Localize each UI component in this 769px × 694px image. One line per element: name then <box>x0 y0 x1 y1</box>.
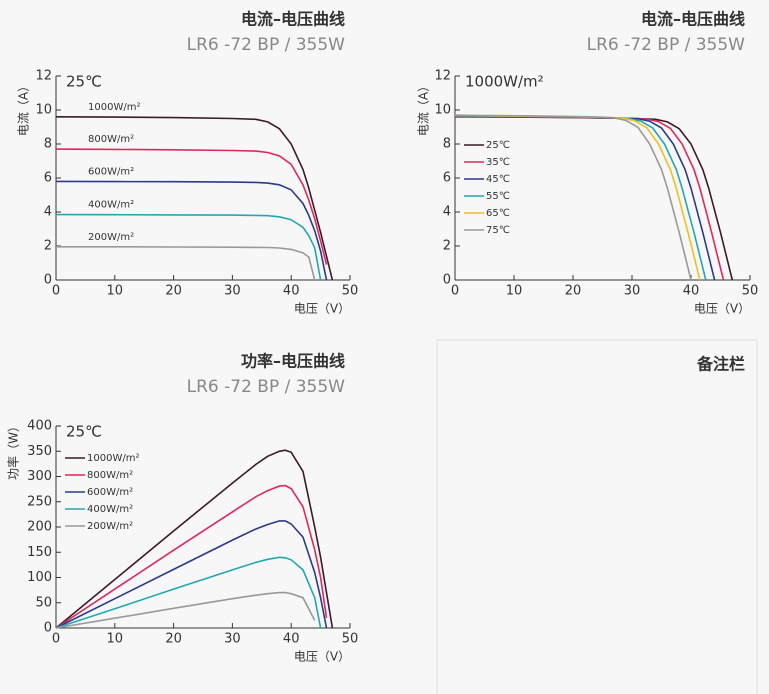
y-tick-label: 4 <box>44 205 52 220</box>
notes-box <box>436 339 758 694</box>
x-tick-label: 40 <box>283 284 300 299</box>
x-tick-label: 10 <box>107 284 124 299</box>
y-tick-label: 100 <box>27 570 52 585</box>
series-line <box>55 591 316 629</box>
notes-title: 备注栏 <box>696 355 745 374</box>
y-tick-label: 2 <box>443 239 451 254</box>
y-tick-label: 0 <box>44 273 52 288</box>
chart-subtitle: LR6 -72 BP / 355W <box>187 377 346 397</box>
legend-label: 25℃ <box>486 140 510 151</box>
y-tick-label: 6 <box>443 171 451 186</box>
series-line <box>55 484 328 629</box>
y-tick-label: 12 <box>35 69 52 84</box>
series-line <box>55 556 322 629</box>
x-tick-label: 20 <box>165 284 182 299</box>
y-tick-label: 50 <box>35 595 52 610</box>
x-tick-label: 50 <box>342 632 359 647</box>
x-tick-label: 50 <box>342 284 359 299</box>
y-tick-label: 350 <box>27 444 52 459</box>
series-line <box>56 246 316 281</box>
y-axis-label: 功率（W） <box>6 420 21 480</box>
x-tick-label: 40 <box>683 284 700 299</box>
y-tick-label: 2 <box>44 239 52 254</box>
legend-label: 600W/m² <box>87 487 133 498</box>
x-tick-label: 20 <box>565 284 582 299</box>
x-axis-label: 电压（V） <box>294 650 350 664</box>
y-tick-label: 250 <box>27 494 52 509</box>
y-tick-label: 12 <box>434 69 451 84</box>
y-tick-label: 8 <box>443 137 451 152</box>
y-tick-label: 10 <box>434 103 451 118</box>
x-tick-label: 10 <box>506 284 523 299</box>
y-axis-label: 电流（A） <box>417 80 431 136</box>
legend-label: 45℃ <box>486 174 510 185</box>
y-tick-label: 150 <box>27 545 52 560</box>
series-line <box>55 520 328 629</box>
x-tick-label: 10 <box>107 632 124 647</box>
y-tick-label: 4 <box>443 205 451 220</box>
legend-label: 400W/m² <box>87 504 133 515</box>
annotation: 25℃ <box>66 423 102 441</box>
y-tick-label: 0 <box>443 273 451 288</box>
x-tick-label: 0 <box>52 632 60 647</box>
series-line <box>55 148 328 265</box>
y-tick-label: 10 <box>35 103 52 118</box>
x-tick-label: 50 <box>742 284 759 299</box>
legend-label: 75℃ <box>486 225 510 236</box>
annotation: 1000W/m² <box>465 73 544 91</box>
x-tick-label: 30 <box>624 284 641 299</box>
annotation: 25℃ <box>66 73 102 91</box>
chart-title: 电流–电压曲线 <box>241 10 345 29</box>
y-tick-label: 400 <box>27 419 52 434</box>
chart-subtitle: LR6 -72 BP / 355W <box>587 35 746 55</box>
x-tick-label: 30 <box>224 632 241 647</box>
x-axis-label: 电压（V） <box>294 302 350 316</box>
y-tick-label: 8 <box>44 137 52 152</box>
series-line <box>55 449 334 629</box>
y-tick-label: 6 <box>44 171 52 186</box>
legend-label: 65℃ <box>486 208 510 219</box>
legend-label: 1000W/m² <box>88 102 140 113</box>
y-tick-label: 200 <box>27 520 52 535</box>
chart-title: 功率–电压曲线 <box>241 352 345 371</box>
x-axis-label: 电压（V） <box>694 302 750 316</box>
legend-label: 200W/m² <box>88 232 134 243</box>
legend-label: 800W/m² <box>88 134 134 145</box>
legend-label: 1000W/m² <box>87 453 139 464</box>
legend-label: 55℃ <box>486 191 510 202</box>
legend-label: 400W/m² <box>88 200 134 211</box>
series-line <box>55 116 334 281</box>
legend-label: 600W/m² <box>88 166 134 177</box>
x-tick-label: 0 <box>52 284 60 299</box>
x-tick-label: 20 <box>165 632 182 647</box>
x-tick-label: 40 <box>283 632 300 647</box>
x-tick-label: 0 <box>451 284 459 299</box>
legend-label: 200W/m² <box>87 521 133 532</box>
chart-subtitle: LR6 -72 BP / 355W <box>187 35 346 55</box>
series-line <box>55 213 322 281</box>
x-tick-label: 30 <box>224 284 241 299</box>
series-line <box>454 114 692 281</box>
legend-label: 800W/m² <box>87 470 133 481</box>
chart-title: 电流–电压曲线 <box>641 10 745 29</box>
series-line <box>55 180 328 281</box>
legend-label: 35℃ <box>486 157 510 168</box>
y-axis-label: 电流（A） <box>17 80 31 136</box>
y-tick-label: 0 <box>44 621 52 636</box>
y-tick-label: 300 <box>27 469 52 484</box>
